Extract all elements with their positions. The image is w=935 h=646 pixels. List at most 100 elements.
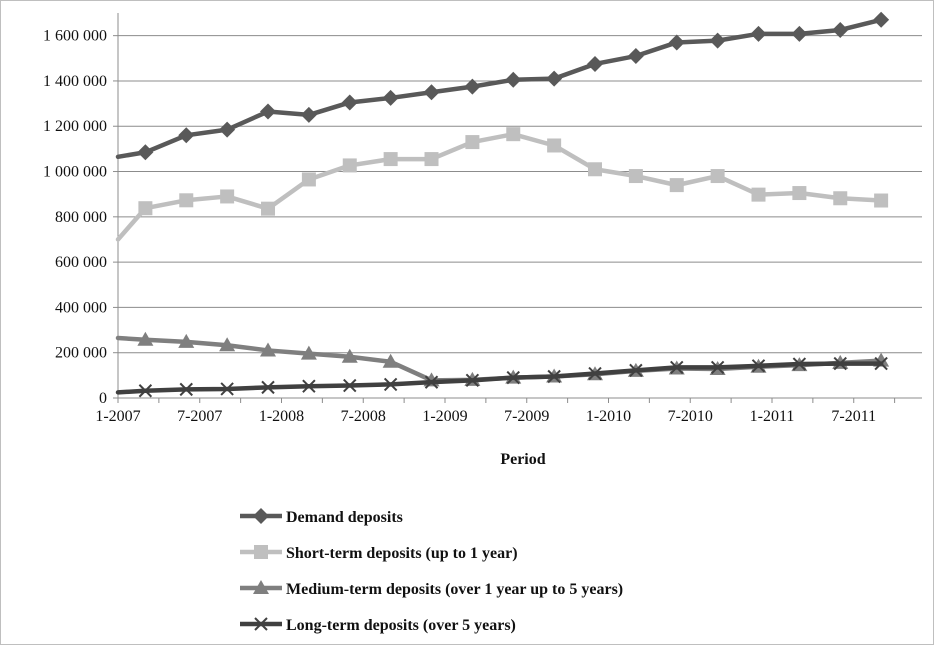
data-point	[219, 337, 236, 352]
data-point	[220, 382, 234, 396]
legend-item: Short-term deposits (up to 1 year)	[240, 545, 518, 562]
data-point	[341, 94, 358, 111]
data-point	[670, 360, 684, 375]
y-axis-ticks: 0 200 000 400 000 600 000 800 000 1 000 000 1 …	[43, 28, 118, 407]
axes	[117, 13, 922, 399]
gridlines	[118, 35, 922, 354]
x-tick-label: 7-2011	[831, 408, 876, 425]
series-1	[115, 11, 890, 161]
legend-marker	[254, 617, 268, 631]
x-axis-title: Period	[500, 451, 545, 468]
legend-label: Medium-term deposits (over 1 year up to …	[286, 581, 623, 598]
data-point	[791, 25, 808, 42]
data-point	[138, 201, 153, 216]
data-point	[465, 135, 480, 150]
data-point	[260, 342, 277, 357]
legend: Demand deposits Short-term deposits (up t…	[240, 508, 623, 634]
series-group	[115, 11, 890, 398]
legend-label: Demand deposits	[286, 509, 403, 526]
y-tick-label: 1 400 000	[43, 73, 107, 90]
y-tick-label: 1 200 000	[43, 118, 107, 135]
data-point	[750, 25, 767, 42]
legend-item: Medium-term deposits (over 1 year up to …	[240, 580, 623, 598]
data-point	[341, 348, 358, 363]
legend-marker	[253, 580, 269, 594]
y-tick-label: 1 600 000	[43, 28, 107, 45]
data-point	[629, 363, 643, 378]
data-point	[178, 333, 195, 348]
data-point	[832, 21, 849, 38]
data-point	[505, 71, 522, 88]
y-tick-label: 0	[99, 390, 107, 407]
data-point	[588, 162, 603, 177]
x-tick-label: 7-2008	[341, 408, 386, 425]
data-point	[343, 378, 357, 393]
series-line	[115, 361, 884, 395]
legend-marker	[253, 508, 269, 524]
data-point	[628, 169, 643, 184]
data-point	[383, 152, 398, 167]
data-point	[465, 373, 480, 388]
data-point	[179, 193, 194, 208]
data-point	[300, 345, 317, 360]
legend-label: Short-term deposits (up to 1 year)	[286, 545, 518, 562]
data-point	[833, 191, 848, 206]
y-tick-label: 600 000	[55, 254, 107, 271]
data-point	[627, 48, 644, 65]
data-point	[220, 189, 235, 204]
x-axis-ticks: 1-2007 7-2007 1-2008 7-2008 1-2009 7-2009 1-20…	[95, 398, 896, 425]
y-tick-label: 400 000	[55, 299, 107, 316]
data-point	[424, 375, 439, 389]
data-point	[383, 377, 398, 392]
legend-item: Demand deposits	[240, 508, 403, 526]
data-point	[710, 169, 725, 184]
x-tick-label: 7-2007	[177, 408, 222, 425]
data-point	[179, 382, 193, 397]
x-tick-label: 1-2007	[95, 408, 140, 425]
data-point	[260, 103, 277, 120]
x-tick-label: 7-2009	[504, 408, 549, 425]
data-point	[547, 369, 561, 384]
data-point	[137, 331, 154, 346]
x-tick-label: 1-2008	[259, 408, 304, 425]
data-point	[137, 144, 154, 161]
data-point	[424, 152, 439, 167]
data-point	[382, 89, 399, 106]
data-point	[342, 158, 357, 173]
data-point	[138, 384, 153, 398]
y-tick-label: 800 000	[55, 209, 107, 226]
data-point	[301, 172, 316, 187]
x-tick-label: 1-2011	[750, 408, 795, 425]
x-tick-label: 7-2010	[668, 408, 713, 425]
data-point	[833, 356, 847, 371]
series-2	[115, 127, 889, 242]
legend-label: Long-term deposits (over 5 years)	[286, 617, 516, 634]
data-point	[178, 127, 195, 144]
data-point	[587, 55, 604, 72]
data-point	[219, 121, 236, 138]
x-tick-label: 1-2009	[422, 408, 467, 425]
data-point	[261, 380, 275, 395]
data-point	[546, 70, 563, 87]
legend-item: Long-term deposits (over 5 years)	[240, 617, 516, 634]
data-point	[464, 78, 481, 95]
data-point	[792, 357, 807, 371]
legend-marker	[254, 545, 268, 559]
data-point	[751, 359, 766, 373]
data-point	[588, 366, 602, 381]
data-point	[300, 106, 317, 123]
data-point	[669, 178, 684, 193]
data-point	[382, 353, 399, 368]
data-point	[547, 138, 562, 153]
data-point	[874, 356, 888, 371]
data-point	[423, 84, 440, 101]
data-point	[261, 201, 276, 216]
data-point	[506, 370, 520, 385]
data-point	[873, 11, 890, 28]
data-point	[302, 379, 316, 393]
data-point	[506, 127, 521, 142]
x-tick-label: 1-2010	[586, 408, 631, 425]
y-tick-label: 200 000	[55, 345, 107, 362]
